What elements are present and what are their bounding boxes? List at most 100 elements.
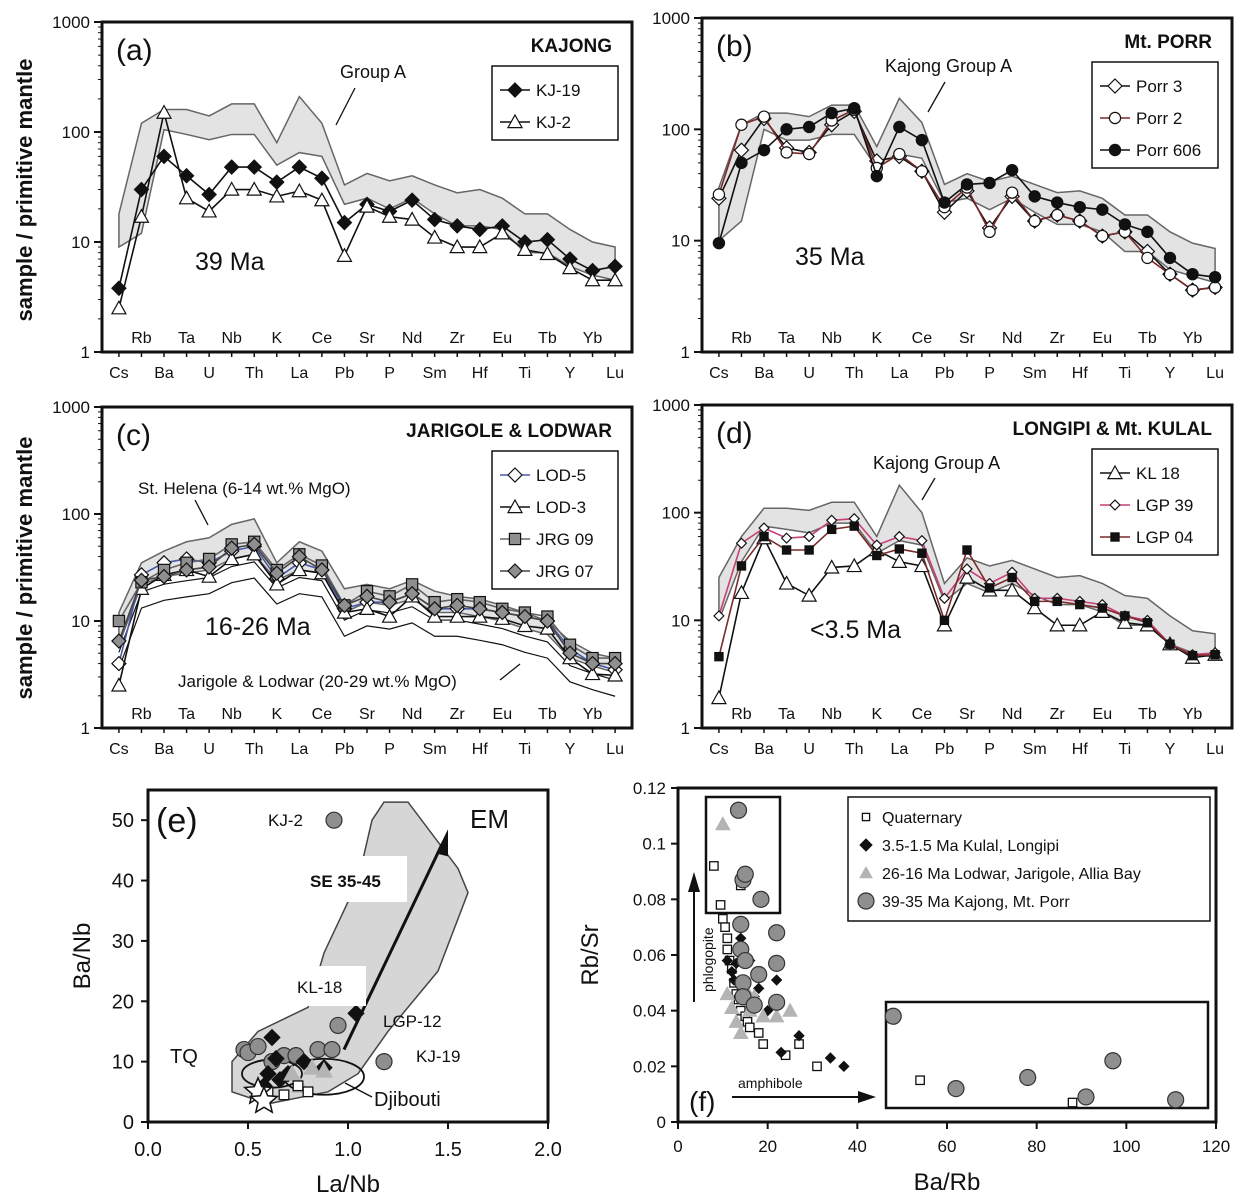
data-point [1073, 200, 1086, 214]
highlight-box-lower [884, 1000, 1210, 1110]
x-tick-label: P [984, 741, 995, 758]
data-point [802, 147, 816, 161]
data-point [516, 617, 533, 633]
y-axis-label-middle: sample / primitive mantle [12, 437, 37, 700]
x-tick-label: Zr [1050, 330, 1066, 347]
legend-label: KL 18 [1136, 464, 1180, 483]
data-point [426, 600, 443, 617]
legend-marker [1109, 499, 1121, 511]
data-point [710, 689, 727, 705]
data-point [891, 553, 908, 568]
data-point [1186, 267, 1199, 281]
x-tick-label: Th [845, 365, 864, 382]
x-tick-label: Nd [1002, 706, 1022, 723]
data-point [156, 148, 172, 165]
data-point [375, 1053, 393, 1071]
x-tick-label: Cs [109, 365, 129, 382]
x-tick-label: Ce [912, 330, 933, 347]
data-point [848, 101, 861, 115]
x-tick-label: Nb [221, 330, 242, 347]
x-tick-label: Pb [935, 741, 955, 758]
data-point [752, 982, 765, 995]
data-point [223, 540, 240, 556]
data-point [223, 550, 240, 566]
x-tick-label: Ba [754, 365, 774, 382]
annotation-label: KJ-2 [268, 811, 303, 830]
data-point [1118, 218, 1132, 231]
age-label: 35 Ma [795, 243, 865, 271]
x-tick-label: Ti [519, 741, 532, 758]
data-point [824, 1052, 837, 1064]
x-tick-label: Yb [1183, 330, 1203, 347]
data-point [768, 1008, 785, 1023]
x-tick-label: 1.0 [334, 1139, 362, 1161]
data-point [584, 655, 601, 672]
data-point [246, 159, 263, 175]
x-tick-label: Y [565, 365, 576, 382]
data-point [562, 645, 578, 662]
data-point [381, 608, 398, 623]
x-tick-label: Ce [312, 330, 333, 347]
x-tick-label: 40 [848, 1137, 867, 1156]
data-point [315, 1061, 333, 1078]
data-point [1210, 649, 1220, 660]
data-point [292, 1080, 304, 1092]
highlight-box-upper [704, 795, 782, 915]
data-point [780, 146, 793, 159]
data-point [759, 531, 769, 542]
annotation-leader [499, 663, 521, 681]
x-tick-label: 1.5 [434, 1139, 462, 1161]
legend-marker [1108, 143, 1122, 157]
x-tick-label: Sr [359, 330, 376, 347]
data-point [962, 545, 972, 555]
x-tick-label: P [384, 365, 395, 382]
data-point [753, 1028, 764, 1038]
data-point [1005, 186, 1019, 199]
data-point [732, 1024, 749, 1040]
data-point [201, 568, 218, 583]
x-tick-label: 0.0 [134, 1139, 162, 1161]
annotation-label: Group A [340, 62, 406, 82]
y-tick-label: 10 [71, 612, 90, 631]
data-point [584, 271, 601, 287]
data-point [112, 614, 126, 628]
data-point [259, 1065, 277, 1083]
data-point [722, 933, 733, 944]
legend-label: LGP 39 [1136, 496, 1193, 515]
data-point [735, 537, 748, 549]
y-tick-label: 100 [662, 120, 690, 139]
data-point [1186, 283, 1199, 297]
data-point [358, 600, 376, 616]
data-point [872, 550, 882, 561]
data-point [947, 1079, 965, 1098]
annotation-label: amphibole [738, 1075, 803, 1091]
data-point [894, 544, 905, 554]
data-point [584, 665, 601, 681]
x-tick-label: Hf [1072, 365, 1089, 382]
x-tick-label: La [890, 741, 908, 758]
legend-marker [1110, 532, 1120, 542]
data-point [1163, 251, 1177, 265]
data-point [884, 1007, 902, 1025]
data-point [426, 229, 443, 244]
data-point [782, 1002, 798, 1017]
x-tick-label: 20 [758, 1137, 777, 1156]
x-tick-label: Pb [335, 741, 355, 758]
x-tick-label: Cs [709, 365, 729, 382]
y-tick-label: 0 [657, 1113, 666, 1132]
data-point [719, 985, 736, 1001]
x-tick-label: 100 [1112, 1137, 1140, 1156]
data-point [561, 259, 578, 275]
annotation-label: EM [470, 804, 509, 834]
data-point [960, 178, 974, 191]
x-tick-label: Ba [154, 365, 174, 382]
data-point [838, 1060, 850, 1073]
legend-label: 3.5-1.5 Ma Kulal, Longipi [882, 838, 1059, 855]
data-point [744, 1022, 755, 1033]
x-tick-label: Cs [709, 741, 729, 758]
data-point [313, 191, 330, 207]
y-tick-label: 0.08 [633, 890, 666, 909]
y-tick-label: 1000 [52, 13, 90, 32]
data-point [735, 118, 748, 131]
data-point [849, 521, 859, 531]
